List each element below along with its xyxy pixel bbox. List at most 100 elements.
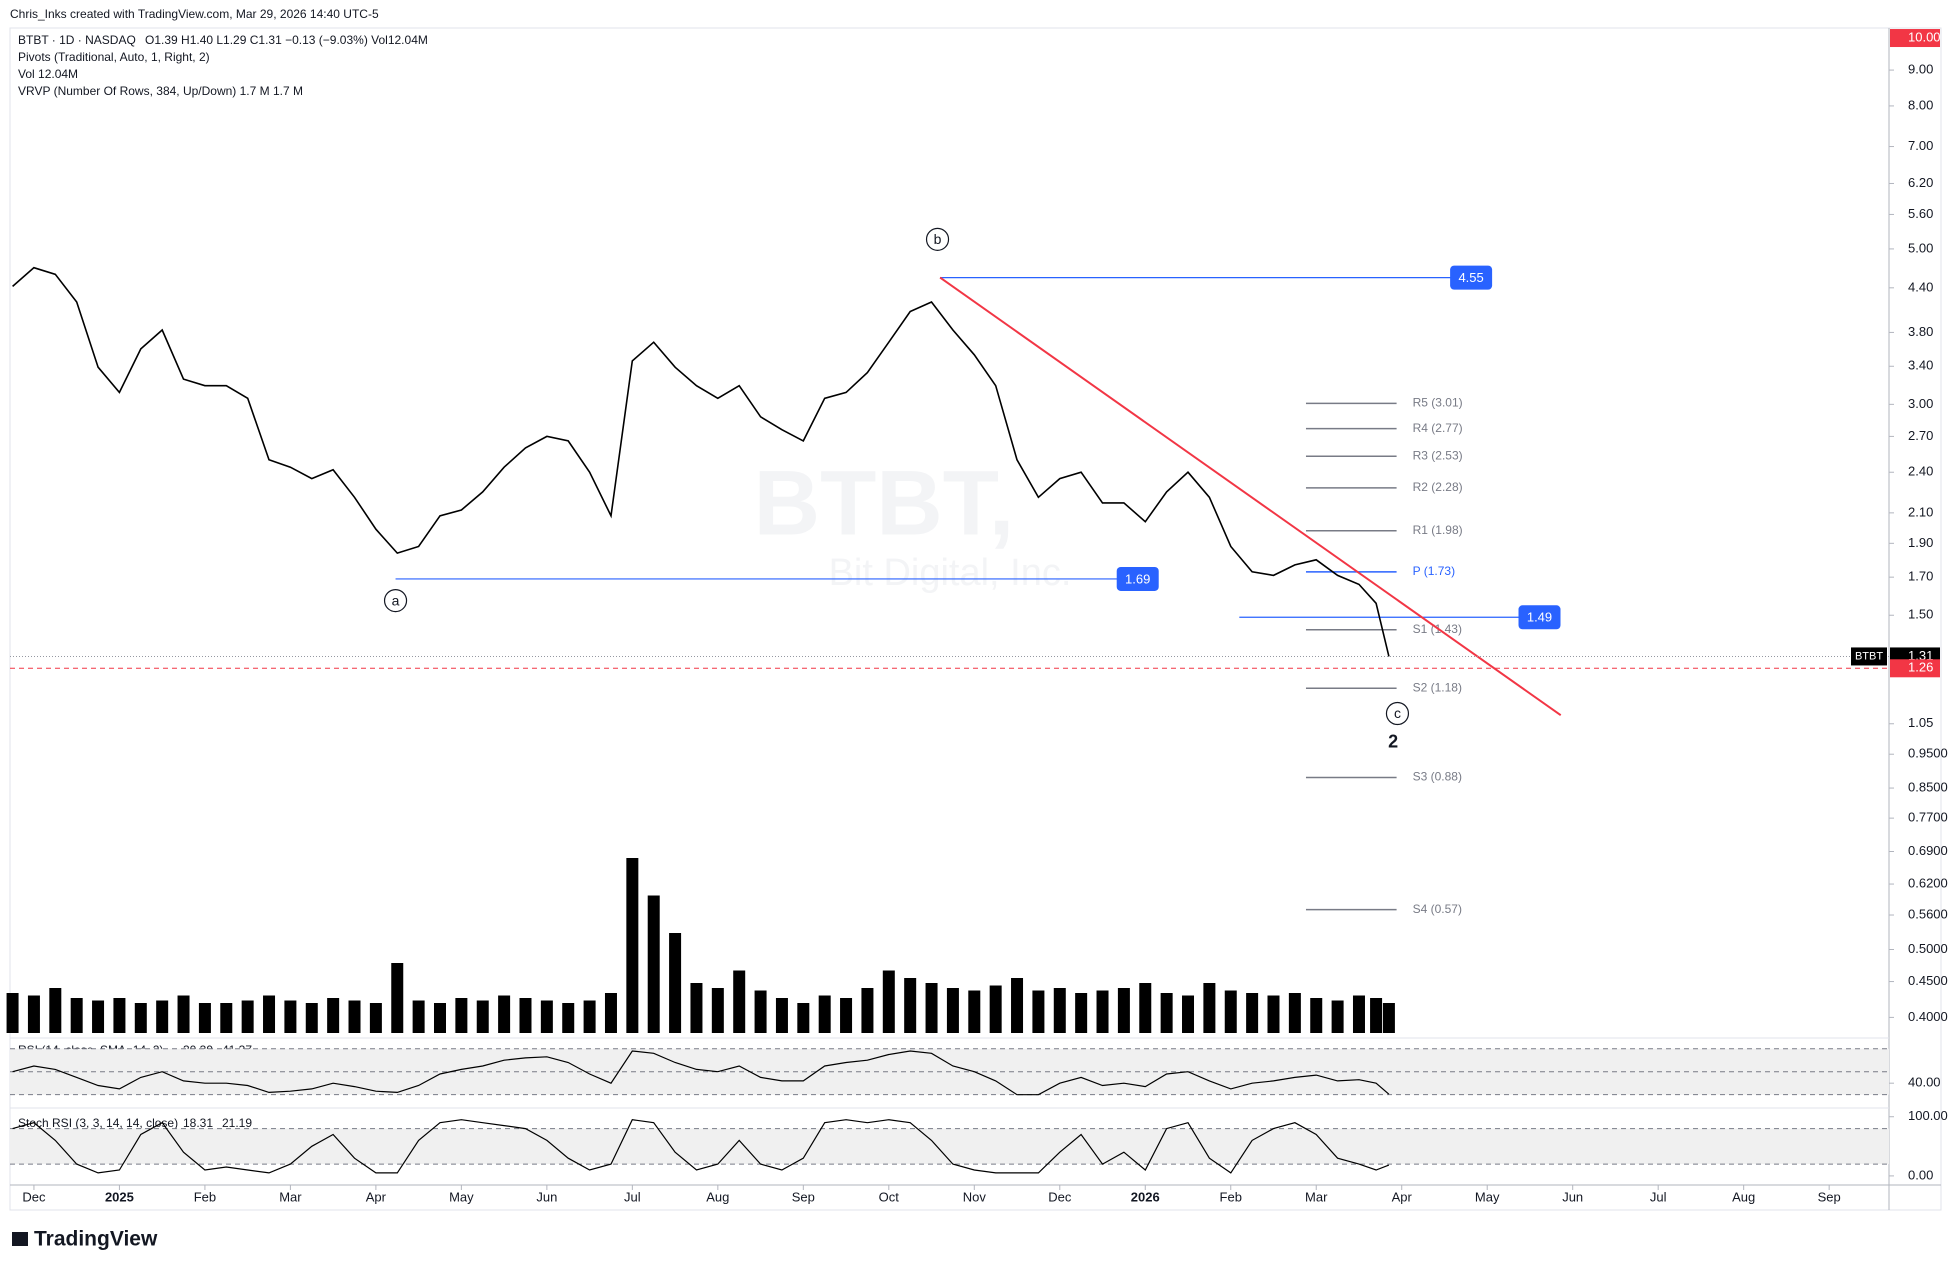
volume-bar [818, 995, 831, 1033]
x-tick-label: Aug [1732, 1189, 1755, 1204]
x-tick-label: Sep [1818, 1189, 1841, 1204]
volume-bar [6, 993, 19, 1033]
watermark-symbol: BTBT, [754, 452, 1015, 554]
y-tick-label: 5.00 [1908, 240, 1933, 255]
y-tick-label: 0.8500 [1908, 779, 1948, 794]
volume-bar [198, 1003, 211, 1033]
volume-bar [369, 1003, 382, 1033]
volume-bar [882, 970, 895, 1033]
volume-bar [49, 988, 62, 1033]
y-tick-label: 0.4500 [1908, 973, 1948, 988]
pivot-label: S4 (0.57) [1413, 902, 1462, 916]
x-tick-label: 2025 [105, 1189, 134, 1204]
frame [9, 27, 1942, 1211]
volume-bar [1096, 990, 1109, 1033]
y-tick-label: 8.00 [1908, 97, 1933, 112]
top-marker-box [1890, 29, 1940, 48]
volume-bar [775, 998, 788, 1033]
volume-bar [1117, 988, 1130, 1033]
volume-bar [1224, 990, 1237, 1033]
volume-bar [284, 1000, 297, 1033]
y-tick-label: 6.20 [1908, 175, 1933, 190]
rsi-line [12, 1050, 1390, 1096]
volume-bar [1352, 995, 1365, 1033]
x-tick-label: Jun [536, 1189, 557, 1204]
volume-bar [1032, 990, 1045, 1033]
pivot-label: R3 (2.53) [1413, 448, 1463, 462]
indicator-legend: VRVP (Number Of Rows, 384, Up/Down) 1.7 … [18, 84, 303, 98]
volume-bar [327, 998, 340, 1033]
x-tick-label: May [1475, 1189, 1500, 1204]
x-tick-label: Apr [366, 1189, 387, 1204]
pivot-label: P (1.73) [1413, 564, 1455, 578]
x-tick-label: May [449, 1189, 474, 1204]
volume-bar [1310, 998, 1323, 1033]
y-tick-label: 0.6900 [1908, 843, 1948, 858]
volume-bar [1370, 998, 1383, 1033]
y-tick-label: 2.40 [1908, 464, 1933, 479]
volume-bar [1203, 983, 1216, 1033]
pivot-label: R1 (1.98) [1413, 523, 1463, 537]
watermark: BTBT, Bit Digital, Inc. [754, 452, 1072, 594]
indicator-legend: Pivots (Traditional, Auto, 1, Right, 2) [18, 50, 210, 64]
last-price-name-box [1851, 647, 1887, 666]
volume-bar [1053, 988, 1066, 1033]
wave-circle [1385, 701, 1410, 726]
y-tick-label: 3.00 [1908, 396, 1933, 411]
stoch-line [12, 1119, 1390, 1174]
watermark-name: Bit Digital, Inc. [829, 552, 1072, 594]
alert-box [1890, 659, 1940, 678]
volume-bar [861, 988, 874, 1033]
x-tick-label: Feb [1220, 1189, 1242, 1204]
wave-label: b [934, 231, 942, 247]
y-tick-label: 0.5600 [1908, 906, 1948, 921]
x-tick-label: 2026 [1131, 1189, 1160, 1204]
price-line-label-box [1116, 566, 1159, 591]
volume-bar [391, 963, 404, 1033]
volume-bar [348, 1000, 361, 1033]
x-tick-label: Mar [1305, 1189, 1328, 1204]
last-price-name: BTBT [1855, 650, 1883, 662]
attribution: Chris_Inks created with TradingView.com,… [10, 7, 379, 21]
volume-bar [968, 990, 981, 1033]
pivot-label: R5 (3.01) [1413, 396, 1463, 410]
x-tick-label: Jun [1562, 1189, 1583, 1204]
volume-bar [1382, 1003, 1395, 1033]
y-tick-label: 2.10 [1908, 504, 1933, 519]
x-tick-label: Oct [879, 1189, 900, 1204]
x-tick-label: Feb [194, 1189, 216, 1204]
volume-bar [476, 1000, 489, 1033]
y-tick-label: 1.05 [1908, 715, 1933, 730]
ohlc: O1.39 H1.40 L1.29 C1.31 −0.13 (−9.03%) V… [145, 33, 428, 47]
x-tick-label: Jul [624, 1189, 641, 1204]
y-tick-label: 4.40 [1908, 279, 1933, 294]
y-tick-label: 1.50 [1908, 607, 1933, 622]
y-tick-label: 3.40 [1908, 358, 1933, 373]
volume-bar [1075, 993, 1088, 1033]
volume-bar [70, 998, 83, 1033]
volume-bar [433, 1003, 446, 1033]
x-tick-label: Dec [22, 1189, 46, 1204]
volume-bar [1160, 993, 1173, 1033]
volume-bar [840, 998, 853, 1033]
volume-bar [498, 995, 511, 1033]
price-line-label-box [1450, 265, 1493, 290]
volume-bar [1182, 995, 1195, 1033]
x-tick-label: Jul [1650, 1189, 1667, 1204]
volume-bar [690, 983, 703, 1033]
brand-logo [12, 1232, 28, 1246]
last-price-label: 1.31 [1908, 648, 1933, 663]
pivot-label: R4 (2.77) [1413, 421, 1463, 435]
volume-bar [156, 1000, 169, 1033]
stoch-legend: Stoch RSI (3, 3, 14, 14, close) [18, 1116, 178, 1130]
stoch-readout: 18.31 [183, 1116, 213, 1130]
y-tick-label: 1.90 [1908, 535, 1933, 550]
volume-bar [134, 1003, 147, 1033]
stoch-tick-label: 100.00 [1908, 1108, 1948, 1123]
y-tick-label: 1.70 [1908, 569, 1933, 584]
volume-bar [626, 858, 639, 1033]
volume-bar [925, 983, 938, 1033]
volume-bar [1246, 993, 1259, 1033]
volume-bar [27, 995, 40, 1033]
